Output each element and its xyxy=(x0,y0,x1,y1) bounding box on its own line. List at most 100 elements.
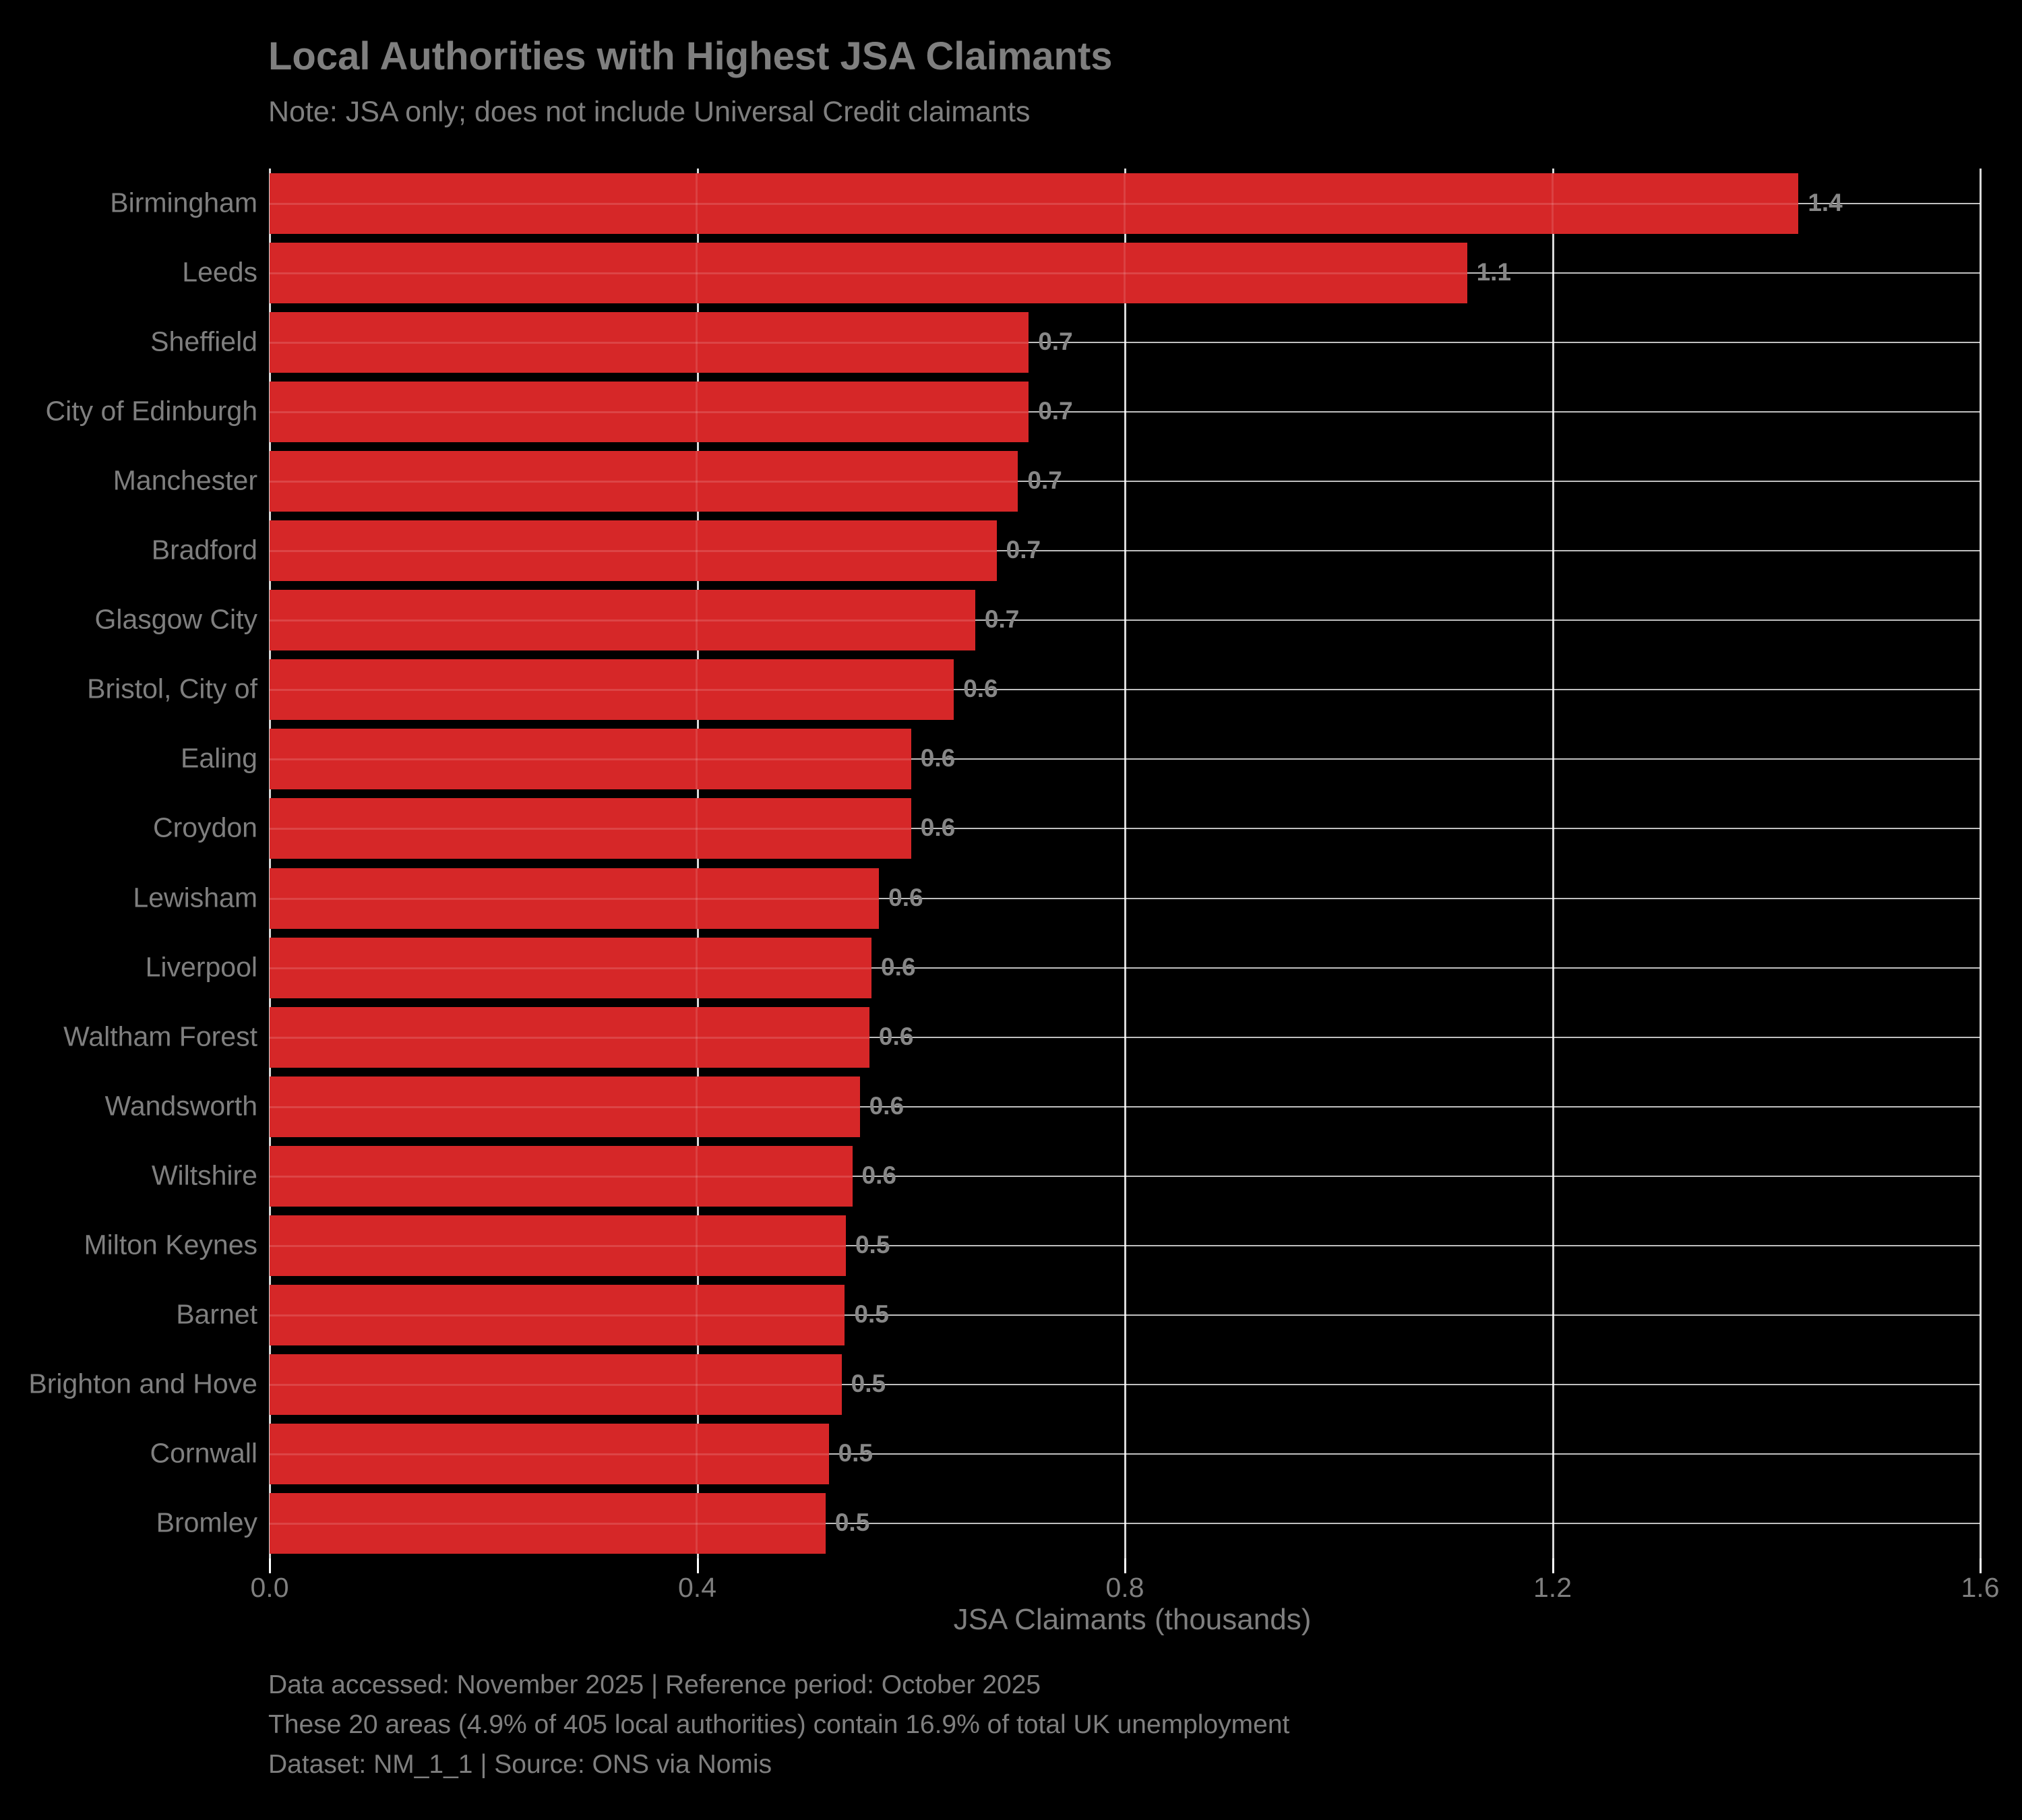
category-label-bristol-city-of: Bristol, City of xyxy=(87,673,257,704)
category-label-wiltshire: Wiltshire xyxy=(151,1159,257,1191)
bar-value-label: 1.1 xyxy=(1476,257,1512,286)
bar-cornwall xyxy=(270,1424,829,1485)
x-tick-label: 0.0 xyxy=(250,1572,289,1603)
category-label-barnet: Barnet xyxy=(176,1298,257,1330)
horizontal-gridline xyxy=(270,1453,1980,1455)
bar-value-label: 0.5 xyxy=(834,1509,870,1537)
x-tick-label: 1.6 xyxy=(1961,1572,2000,1603)
bar-liverpool xyxy=(270,937,872,998)
category-label-croydon: Croydon xyxy=(153,812,257,843)
horizontal-gridline xyxy=(270,1384,1980,1386)
chart-title: Local Authorities with Highest JSA Claim… xyxy=(268,34,1113,78)
bar-ealing xyxy=(270,729,911,790)
vertical-gridline-1.2 xyxy=(1552,169,1554,1558)
x-axis-label: JSA Claimants (thousands) xyxy=(953,1603,1312,1636)
bar-value-label: 0.6 xyxy=(881,952,916,981)
bar-value-label: 0.6 xyxy=(878,1022,914,1050)
bar-value-label: 0.6 xyxy=(920,744,956,772)
x-tick-label: 1.2 xyxy=(1533,1572,1572,1603)
bar-value-label: 0.5 xyxy=(851,1370,886,1398)
bar-croydon xyxy=(270,798,911,859)
horizontal-gridline xyxy=(270,1245,1980,1247)
bar-bromley xyxy=(270,1493,826,1554)
bar-value-label: 0.7 xyxy=(1006,536,1041,564)
x-axis-tick-1.6 xyxy=(1980,1558,1982,1573)
vertical-gridline-0.4 xyxy=(696,169,699,1558)
bar-glasgow-city xyxy=(270,590,975,651)
bar-city-of-edinburgh xyxy=(270,381,1029,442)
horizontal-gridline xyxy=(270,1314,1980,1316)
footer-data-accessed: Data accessed: November 2025 | Reference… xyxy=(268,1670,1041,1699)
category-label-waltham-forest: Waltham Forest xyxy=(63,1021,257,1052)
category-label-birmingham: Birmingham xyxy=(110,187,257,218)
horizontal-gridline xyxy=(270,967,1980,969)
x-axis-tick-1.2 xyxy=(1552,1558,1554,1573)
horizontal-gridline xyxy=(270,341,1980,343)
horizontal-gridline xyxy=(270,480,1980,482)
bar-value-label: 0.7 xyxy=(1038,397,1073,425)
horizontal-gridline xyxy=(270,1105,1980,1108)
category-label-leeds: Leeds xyxy=(182,256,257,288)
category-label-city-of-edinburgh: City of Edinburgh xyxy=(45,395,257,427)
bar-waltham-forest xyxy=(270,1006,869,1068)
horizontal-gridline xyxy=(270,689,1980,691)
bar-value-label: 0.6 xyxy=(888,883,923,911)
bar-value-label: 0.7 xyxy=(1027,466,1062,495)
category-label-liverpool: Liverpool xyxy=(145,951,257,983)
bar-manchester xyxy=(270,450,1018,512)
horizontal-gridline xyxy=(270,411,1980,413)
category-label-lewisham: Lewisham xyxy=(133,882,257,913)
plot-area: 1.4 1.1 0.7 0.7 0.7 0.7 0.7 0.6 0.6 0.6 0.6 0.6 0.6 0… xyxy=(269,169,1995,1573)
category-label-wandsworth: Wandsworth xyxy=(104,1090,257,1122)
category-label-milton-keynes: Milton Keynes xyxy=(84,1229,257,1261)
bar-value-label: 0.5 xyxy=(854,1300,889,1329)
horizontal-gridline xyxy=(270,1036,1980,1038)
category-label-ealing: Ealing xyxy=(181,742,257,774)
category-label-bradford: Bradford xyxy=(151,534,257,566)
bar-value-label: 0.6 xyxy=(920,814,956,842)
bar-value-label: 0.6 xyxy=(861,1161,896,1190)
horizontal-gridline xyxy=(270,828,1980,830)
bar-value-label: 0.7 xyxy=(984,605,1020,634)
category-label-sheffield: Sheffield xyxy=(150,326,257,357)
x-tick-label: 0.8 xyxy=(1105,1572,1144,1603)
footer-dataset-source: Dataset: NM_1_1 | Source: ONS via Nomis xyxy=(268,1750,772,1779)
x-axis-tick-0.0 xyxy=(269,1558,271,1573)
category-label-glasgow-city: Glasgow City xyxy=(94,603,257,635)
bar-bradford xyxy=(270,520,997,582)
bar-value-label: 0.6 xyxy=(869,1092,905,1120)
bar-wandsworth xyxy=(270,1076,860,1137)
bar-value-label: 0.6 xyxy=(963,675,998,703)
bar-lewisham xyxy=(270,868,880,929)
bar-birmingham xyxy=(270,173,1799,234)
horizontal-gridline xyxy=(270,1175,1980,1177)
footer-coverage-note: These 20 areas (4.9% of 405 local author… xyxy=(268,1710,1290,1739)
vertical-gridline-1.6 xyxy=(1980,169,1982,1558)
category-label-manchester: Manchester xyxy=(113,464,257,496)
bar-value-label: 0.7 xyxy=(1038,327,1073,355)
bar-value-label: 1.4 xyxy=(1808,188,1843,216)
bar-brighton-and-hove xyxy=(270,1354,842,1416)
bar-bristol-city-of xyxy=(270,659,954,721)
x-axis-tick-0.4 xyxy=(696,1558,699,1573)
bar-wiltshire xyxy=(270,1145,853,1207)
bar-value-label: 0.5 xyxy=(838,1439,874,1467)
bar-leeds xyxy=(270,242,1467,303)
chart-subtitle: Note: JSA only; does not include Univers… xyxy=(268,96,1031,128)
horizontal-gridline xyxy=(270,897,1980,899)
category-label-brighton-and-hove: Brighton and Hove xyxy=(28,1368,257,1399)
category-label-bromley: Bromley xyxy=(156,1507,257,1538)
vertical-gridline-0.8 xyxy=(1124,169,1126,1558)
horizontal-gridline xyxy=(270,1523,1980,1525)
bar-sheffield xyxy=(270,311,1029,373)
x-tick-label: 0.4 xyxy=(678,1572,716,1603)
horizontal-gridline xyxy=(270,550,1980,552)
bar-barnet xyxy=(270,1285,845,1346)
horizontal-gridline xyxy=(270,619,1980,621)
horizontal-gridline xyxy=(270,758,1980,760)
vertical-gridline-0.0 xyxy=(269,169,271,1558)
x-axis-tick-0.8 xyxy=(1124,1558,1126,1573)
category-label-cornwall: Cornwall xyxy=(150,1437,258,1469)
bar-value-label: 0.5 xyxy=(855,1231,890,1259)
